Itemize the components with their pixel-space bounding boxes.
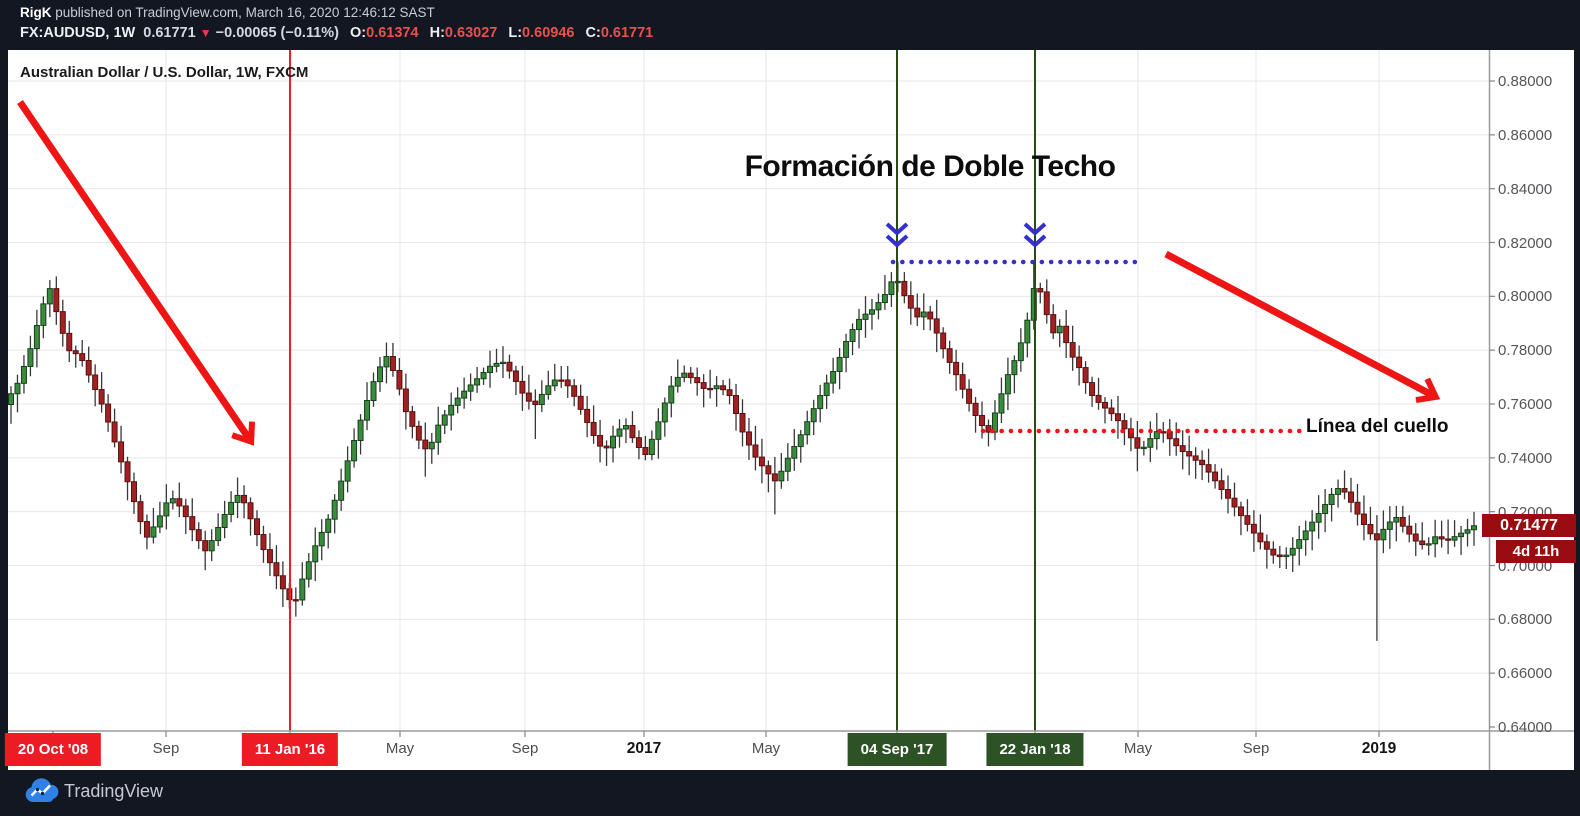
y-axis-label: 0.74000 [1498, 449, 1553, 467]
publish-header: RigK published on TradingView.com, March… [0, 0, 1580, 50]
open-label: O: [350, 25, 367, 41]
chart-title: Australian Dollar / U.S. Dollar, 1W, FXC… [20, 64, 309, 81]
chart-panel[interactable] [8, 50, 1574, 770]
right-edge-strip [1574, 0, 1580, 816]
high-label: H: [429, 25, 445, 41]
date-event-badge: 11 Jan '16 [241, 733, 339, 766]
low-label: L: [508, 25, 523, 41]
low-value: 0.60946 [522, 25, 575, 41]
symbol-ohlc-line: FX:AUDUSD, 1W 0.61771 ▼ −0.00065 (−0.11%… [20, 25, 653, 41]
time-axis[interactable]: 20 Oct '08 Sep 11 Jan '16 May Sep 2017 May 04 S… [4, 731, 1574, 770]
date-event-badge: 22 Jan '18 [986, 733, 1084, 766]
footer-bar: TradingView [0, 770, 1580, 816]
price-change: −0.00065 (−0.11%) [215, 25, 339, 41]
x-axis-label: Sep [152, 740, 180, 757]
x-axis-label: May [1123, 740, 1153, 757]
y-axis-label: 0.82000 [1498, 234, 1553, 252]
x-axis-label: Sep [511, 740, 539, 757]
y-axis-label: 0.86000 [1498, 126, 1553, 144]
y-axis-label: 0.80000 [1498, 288, 1553, 306]
publish-info-line: RigK published on TradingView.com, March… [20, 5, 435, 20]
y-axis-label: 0.68000 [1498, 611, 1553, 629]
x-axis-label: May [385, 740, 415, 757]
x-axis-label: 2017 [626, 740, 662, 757]
x-axis-label: Sep [1242, 740, 1270, 757]
y-axis-label: 0.78000 [1498, 342, 1553, 360]
close-label: C: [585, 25, 601, 41]
date-event-badge: 20 Oct '08 [4, 733, 102, 766]
price-axis[interactable]: 0.88000 0.86000 0.84000 0.82000 0.80000 0.780… [1490, 50, 1574, 736]
y-axis-label: 0.88000 [1498, 73, 1553, 90]
x-axis-label: May [751, 740, 781, 757]
y-axis-label: 0.64000 [1498, 719, 1553, 736]
date-event-badge: 04 Sep '17 [847, 733, 947, 766]
neckline-label: Línea del cuello [1306, 416, 1449, 437]
author-name: RigK [20, 5, 52, 20]
close-value: 0.61771 [600, 25, 654, 41]
pattern-annotation-title: Formación de Doble Techo [744, 150, 1116, 183]
x-axis-label: 2019 [1361, 740, 1397, 757]
high-value: 0.63027 [444, 25, 498, 41]
y-axis-label: 0.66000 [1498, 665, 1553, 683]
publish-info: published on TradingView.com, March 16, … [55, 5, 435, 20]
down-triangle-icon: ▼ [199, 26, 212, 40]
bar-countdown-badge: 4d 11h [1496, 540, 1576, 563]
current-price-badge: 0.71477 [1482, 514, 1576, 537]
open-value: 0.61374 [366, 25, 419, 41]
y-axis-label: 0.76000 [1498, 396, 1553, 413]
tradingview-brand-text[interactable]: TradingView [64, 781, 164, 801]
symbol-label: FX:AUDUSD, 1W [20, 25, 136, 41]
y-axis-label: 0.84000 [1498, 180, 1553, 198]
tradingview-logo-icon[interactable] [24, 778, 60, 811]
last-price: 0.61771 [143, 25, 196, 41]
